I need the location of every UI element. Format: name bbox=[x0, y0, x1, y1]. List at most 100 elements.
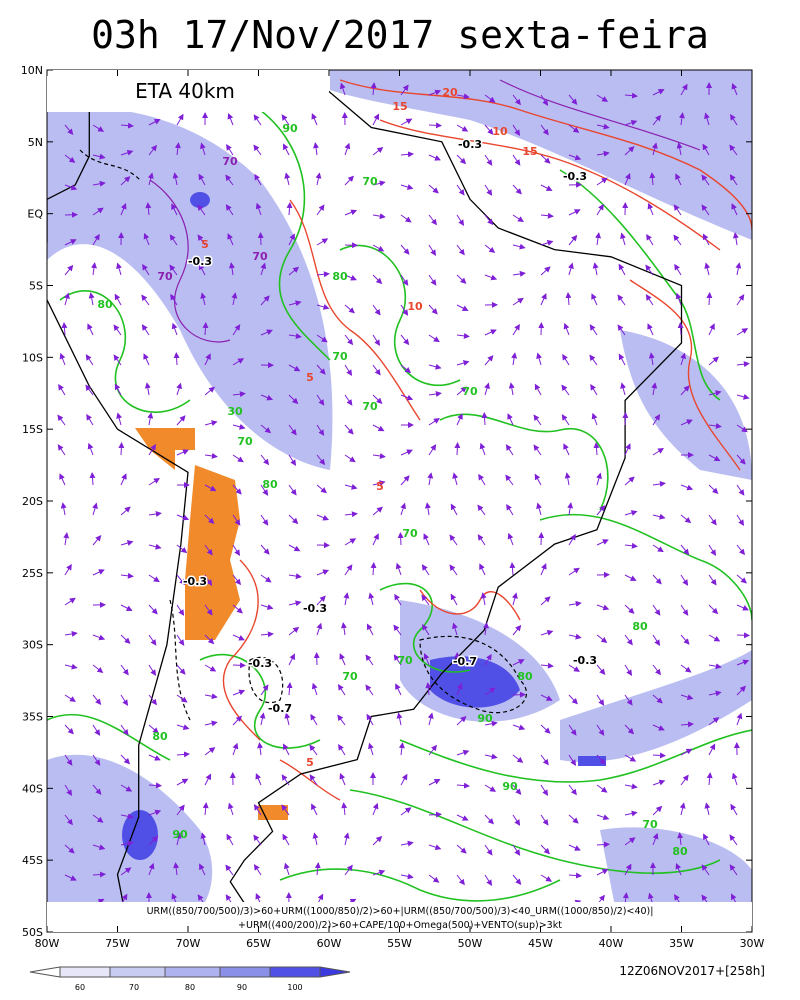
wind-arrow bbox=[456, 386, 467, 396]
wind-arrow bbox=[316, 304, 330, 310]
lat-label: 15S bbox=[22, 423, 43, 436]
wind-arrow bbox=[232, 574, 242, 586]
wind-arrow bbox=[120, 506, 131, 516]
wind-arrow bbox=[624, 172, 631, 186]
wind-arrow bbox=[596, 203, 604, 216]
wind-arrow bbox=[484, 814, 494, 825]
wind-arrow bbox=[232, 689, 246, 696]
lat-label: 40S bbox=[22, 782, 43, 795]
wind-arrow bbox=[624, 510, 638, 516]
wind-arrow bbox=[260, 262, 267, 276]
wind-arrow bbox=[120, 813, 134, 820]
wind-arrow bbox=[92, 814, 104, 823]
contour-label: -0.3 bbox=[458, 138, 482, 151]
wind-arrow bbox=[673, 234, 682, 246]
wind-arrow bbox=[596, 664, 606, 675]
wind-arrow bbox=[64, 784, 73, 796]
wind-arrow bbox=[568, 814, 579, 824]
wind-arrow bbox=[706, 292, 713, 306]
wind-arrow bbox=[344, 864, 353, 876]
contour-label: 80 bbox=[262, 478, 278, 491]
wind-arrow bbox=[428, 304, 438, 315]
wind-arrow bbox=[400, 773, 408, 786]
lat-label: 45S bbox=[22, 854, 43, 867]
wind-arrow bbox=[568, 94, 578, 105]
wind-arrow bbox=[568, 872, 582, 879]
wind-arrow bbox=[540, 874, 553, 882]
wind-arrow bbox=[680, 748, 693, 756]
wind-arrow bbox=[148, 694, 158, 706]
wind-arrow bbox=[120, 149, 134, 156]
wind-arrow bbox=[596, 150, 610, 157]
wind-arrow bbox=[344, 454, 356, 463]
contour-label: 70 bbox=[252, 250, 268, 263]
wind-arrow bbox=[512, 214, 524, 223]
wind-arrow bbox=[283, 143, 290, 156]
wind-arrow bbox=[225, 864, 234, 876]
contour-label: 5 bbox=[201, 238, 209, 251]
wind-arrow bbox=[505, 444, 514, 456]
wind-arrow bbox=[315, 172, 322, 186]
wind-arrow bbox=[596, 94, 609, 102]
wind-arrow bbox=[227, 233, 234, 246]
wind-arrow bbox=[204, 664, 217, 672]
wind-arrow bbox=[311, 803, 318, 816]
wind-arrow bbox=[427, 712, 434, 726]
contour-label: -0.3 bbox=[248, 657, 272, 670]
wind-arrow bbox=[708, 634, 721, 642]
wind-arrow bbox=[651, 142, 658, 156]
wind-arrow bbox=[113, 324, 122, 336]
contour-label: -0.7 bbox=[453, 655, 477, 668]
wind-arrow bbox=[731, 772, 738, 786]
wind-arrow bbox=[204, 353, 211, 366]
wind-arrow bbox=[676, 142, 683, 156]
colorbar-label: 70 bbox=[129, 983, 139, 992]
wind-arrow bbox=[624, 604, 635, 614]
wind-arrow bbox=[675, 292, 682, 306]
wind-arrow bbox=[227, 112, 234, 126]
wind-arrow bbox=[204, 514, 215, 524]
wind-arrow bbox=[568, 633, 582, 640]
wind-arrow bbox=[116, 412, 123, 426]
wind-arrow bbox=[228, 262, 235, 276]
wind-arrow bbox=[92, 634, 106, 641]
wind-arrow bbox=[283, 862, 290, 876]
wind-arrow bbox=[452, 472, 459, 486]
wind-arrow bbox=[316, 569, 330, 576]
wind-arrow bbox=[372, 113, 380, 126]
wind-arrow bbox=[255, 202, 262, 216]
wind-arrow bbox=[477, 504, 486, 516]
coastline bbox=[47, 70, 683, 932]
wind-arrow bbox=[288, 424, 297, 436]
wind-arrow bbox=[91, 262, 97, 276]
wind-arrow bbox=[204, 720, 218, 727]
wind-arrow bbox=[456, 332, 470, 339]
wind-arrow bbox=[370, 562, 377, 576]
wind-arrow bbox=[680, 721, 694, 728]
wind-arrow bbox=[624, 542, 638, 549]
contour-label: 80 bbox=[517, 670, 533, 683]
wind-arrow bbox=[736, 685, 746, 696]
wind-arrow bbox=[64, 630, 78, 637]
lat-label: 50S bbox=[22, 926, 43, 939]
wind-arrow bbox=[456, 844, 467, 854]
wind-arrow bbox=[484, 784, 497, 792]
wind-arrow bbox=[400, 274, 409, 286]
wind-arrow bbox=[484, 874, 493, 886]
contour-label: 5 bbox=[376, 480, 384, 493]
wind-arrow bbox=[372, 480, 386, 487]
contour-label: 90 bbox=[172, 828, 188, 841]
wind-arrow bbox=[736, 361, 750, 368]
wind-arrow bbox=[113, 354, 122, 366]
wind-arrow bbox=[483, 622, 489, 636]
wind-arrow bbox=[652, 481, 666, 487]
wind-arrow bbox=[512, 784, 522, 795]
wind-arrow bbox=[596, 814, 610, 821]
wind-arrow bbox=[680, 385, 690, 396]
wind-arrow bbox=[396, 712, 403, 726]
wind-arrow bbox=[176, 544, 188, 554]
wind-arrow bbox=[282, 833, 290, 846]
wind-arrow bbox=[484, 329, 497, 336]
wind-arrow bbox=[288, 653, 295, 666]
